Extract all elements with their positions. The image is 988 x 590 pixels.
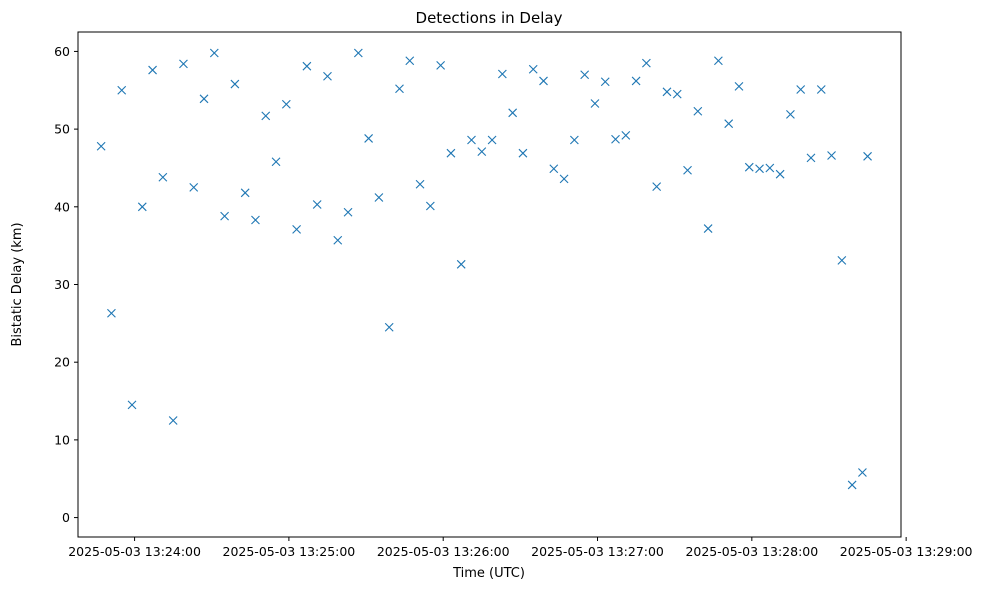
x-tick-label: 2025-05-03 13:26:00	[377, 544, 510, 559]
data-point	[827, 151, 836, 160]
data-point	[487, 135, 497, 145]
y-tick-label: 60	[54, 44, 70, 59]
data-point	[251, 215, 260, 225]
x-axis-ticks: 2025-05-03 13:24:00 2025-05-03 13:25:00 20…	[68, 537, 973, 559]
plot-area	[77, 31, 902, 538]
data-point	[137, 202, 147, 212]
data-point	[384, 322, 394, 332]
data-point	[333, 235, 343, 245]
data-point	[744, 162, 754, 172]
data-point	[528, 64, 538, 74]
data-point	[364, 134, 374, 143]
data-point	[189, 182, 199, 192]
data-point	[569, 135, 579, 145]
data-point	[107, 308, 116, 318]
data-point	[497, 69, 507, 79]
data-point	[816, 85, 826, 94]
x-tick-label: 2025-05-03 13:29:00	[840, 544, 973, 559]
y-tick-label: 30	[54, 277, 70, 292]
y-tick-label: 50	[54, 122, 70, 137]
data-point	[714, 56, 723, 66]
data-point	[395, 84, 404, 94]
y-axis-ticks: 0 10 20 30 40 50 60	[54, 44, 78, 525]
data-point	[230, 79, 240, 89]
data-point	[621, 130, 631, 140]
data-point	[168, 416, 178, 425]
data-point	[652, 182, 662, 191]
x-tick-label: 2025-05-03 13:25:00	[223, 544, 356, 559]
data-point	[477, 147, 487, 157]
data-point	[806, 153, 816, 163]
x-tick-label: 2025-05-03 13:28:00	[685, 544, 818, 559]
data-point	[271, 157, 281, 167]
data-point	[590, 99, 600, 108]
data-point	[456, 259, 466, 269]
data-point	[425, 201, 435, 211]
data-point	[786, 109, 795, 119]
x-tick-label: 2025-05-03 13:27:00	[531, 544, 664, 559]
data-point	[641, 58, 651, 68]
data-point	[765, 163, 775, 173]
data-point	[863, 151, 872, 161]
data-point	[724, 119, 734, 129]
data-point	[96, 141, 106, 151]
data-point	[847, 480, 857, 490]
x-axis-title: Time (UTC)	[452, 566, 525, 581]
data-point	[600, 77, 610, 87]
x-tick-label: 2025-05-03 13:24:00	[68, 544, 201, 559]
data-point	[302, 61, 312, 71]
data-point	[127, 400, 137, 410]
y-tick-label: 10	[54, 432, 70, 447]
data-point	[117, 85, 127, 95]
data-point	[683, 165, 692, 175]
data-point	[209, 48, 219, 58]
data-point	[312, 200, 322, 209]
data-point	[549, 164, 559, 174]
y-tick-label: 0	[62, 510, 70, 525]
data-point	[693, 106, 703, 116]
data-point	[415, 179, 425, 189]
data-point	[559, 174, 569, 184]
data-point	[353, 48, 363, 58]
data-point	[734, 81, 744, 91]
data-point	[703, 224, 713, 233]
data-point	[158, 172, 168, 182]
data-point	[662, 87, 672, 97]
data-point	[374, 193, 384, 202]
data-point	[240, 188, 250, 198]
data-point	[199, 94, 209, 104]
data-point	[292, 224, 301, 234]
data-point	[405, 56, 415, 66]
y-axis-title: Bistatic Delay (km)	[10, 222, 25, 346]
data-point	[518, 148, 528, 158]
data-point	[323, 71, 332, 81]
data-point	[508, 108, 518, 118]
y-tick-label: 20	[54, 355, 70, 370]
chart-title: Detections in Delay	[416, 9, 563, 27]
data-point	[755, 164, 764, 174]
data-point	[261, 111, 271, 121]
data-point	[611, 134, 620, 144]
data-point	[858, 468, 867, 477]
data-point	[281, 99, 291, 109]
data-point	[539, 76, 548, 86]
data-points	[96, 48, 872, 490]
data-point	[446, 148, 456, 158]
data-point	[796, 85, 806, 94]
y-tick-label: 40	[54, 199, 70, 214]
data-point	[148, 65, 157, 75]
data-point	[631, 76, 641, 86]
data-point	[220, 211, 229, 221]
data-point	[580, 70, 590, 80]
data-point	[672, 89, 682, 99]
data-point	[775, 169, 785, 179]
data-point	[343, 207, 353, 217]
data-point	[837, 256, 847, 265]
data-point	[436, 61, 446, 70]
data-point	[179, 59, 188, 69]
data-point	[467, 135, 476, 145]
